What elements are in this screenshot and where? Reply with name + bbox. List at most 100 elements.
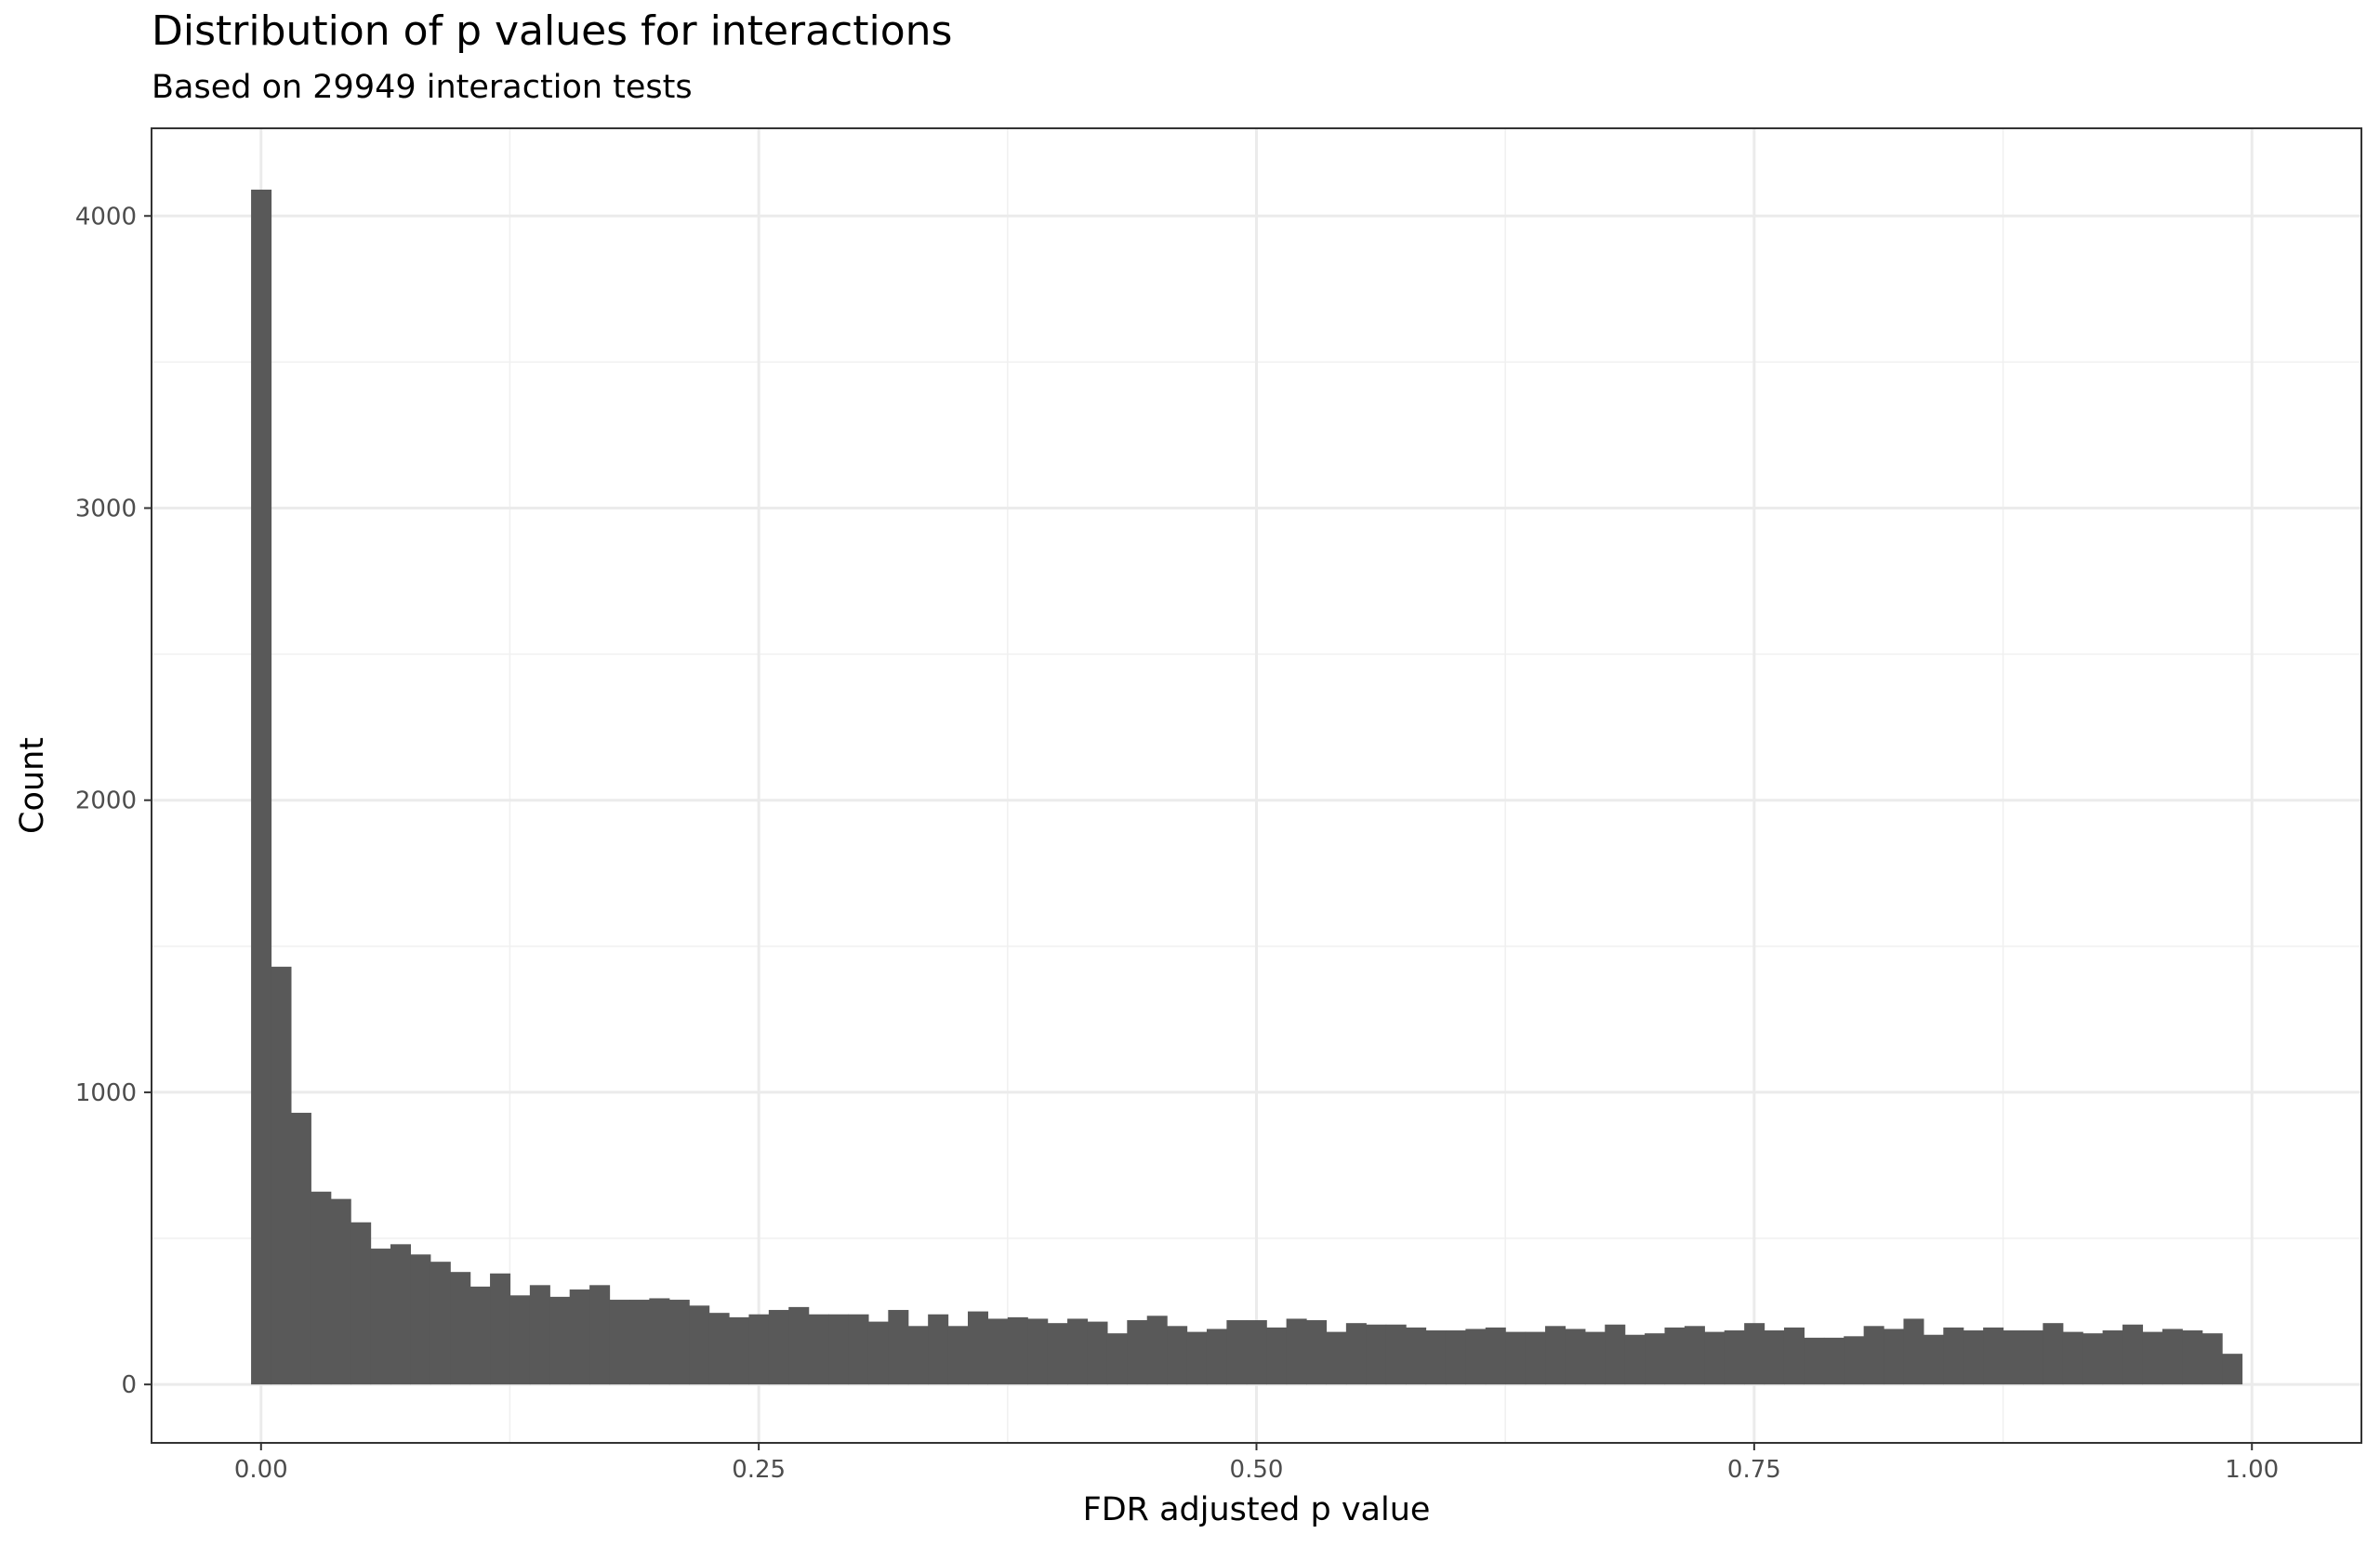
histogram-bar bbox=[1884, 1329, 1905, 1385]
histogram-bar bbox=[907, 1326, 929, 1385]
histogram-bar bbox=[529, 1285, 550, 1385]
histogram-bar bbox=[828, 1314, 850, 1385]
histogram-bar bbox=[1286, 1318, 1307, 1385]
histogram-bar bbox=[2082, 1333, 2104, 1385]
x-axis-ticks: 0.00 0.25 0.50 0.75 1.00 bbox=[234, 1443, 2279, 1484]
histogram-bar bbox=[589, 1285, 611, 1385]
histogram-bar bbox=[1783, 1327, 1805, 1385]
y-tick-label: 0 bbox=[121, 1371, 137, 1399]
histogram-bar bbox=[808, 1314, 829, 1385]
major-gridlines bbox=[152, 128, 2361, 1443]
histogram-bar bbox=[1903, 1318, 1924, 1385]
histogram-bar bbox=[1186, 1331, 1208, 1385]
histogram-bar bbox=[1605, 1324, 1626, 1385]
histogram-bar bbox=[1087, 1321, 1108, 1385]
histogram-bar bbox=[1963, 1330, 1984, 1385]
histogram-bar bbox=[450, 1272, 471, 1385]
histogram-bar bbox=[1943, 1327, 1964, 1385]
histogram-bar bbox=[1505, 1331, 1527, 1385]
histogram-bar bbox=[1724, 1330, 1745, 1385]
histogram-bar bbox=[1167, 1326, 1188, 1385]
histogram-bar bbox=[1007, 1316, 1028, 1385]
histogram-bar bbox=[848, 1314, 869, 1385]
histogram-bar bbox=[1525, 1331, 1546, 1385]
histogram-bar bbox=[1923, 1334, 1944, 1385]
histogram-bar bbox=[1485, 1327, 1506, 1385]
histogram-bar bbox=[1067, 1318, 1089, 1385]
chart-subtitle: Based on 29949 interaction tests bbox=[152, 69, 693, 106]
y-tick-label: 1000 bbox=[75, 1079, 137, 1107]
histogram-bar bbox=[1584, 1331, 1606, 1385]
histogram-bar bbox=[649, 1298, 670, 1385]
histogram-bar bbox=[549, 1296, 571, 1385]
histogram-bar bbox=[1764, 1330, 1785, 1385]
histogram-bar bbox=[2062, 1331, 2083, 1385]
histogram-bar bbox=[967, 1311, 989, 1385]
histogram-bar bbox=[888, 1310, 909, 1385]
x-tick-label: 0.75 bbox=[1727, 1456, 1781, 1484]
histogram-bar bbox=[788, 1306, 810, 1385]
histogram-bar bbox=[2022, 1330, 2043, 1385]
histogram-bar bbox=[689, 1305, 710, 1385]
histogram-bar bbox=[1306, 1320, 1328, 1385]
histogram-bar bbox=[1624, 1334, 1646, 1385]
histogram-bar bbox=[1844, 1336, 1865, 1385]
histogram-bar bbox=[1226, 1320, 1248, 1385]
y-tick-label: 3000 bbox=[75, 495, 137, 522]
histogram-bar bbox=[390, 1244, 411, 1385]
histogram-bar bbox=[410, 1254, 431, 1385]
histogram-bar bbox=[569, 1289, 590, 1385]
histogram-bar bbox=[1445, 1330, 1466, 1385]
histogram-bar bbox=[768, 1310, 789, 1385]
y-axis-ticks: 0 1000 2000 3000 4000 bbox=[75, 203, 152, 1399]
histogram-bar bbox=[1385, 1324, 1407, 1385]
histogram-bar bbox=[251, 189, 272, 1385]
histogram-bar bbox=[1127, 1320, 1148, 1385]
histogram-bar bbox=[1406, 1327, 1427, 1385]
histogram-bar bbox=[350, 1222, 372, 1385]
histogram-bar bbox=[668, 1300, 690, 1385]
histogram-bar bbox=[1027, 1318, 1049, 1385]
x-tick-label: 1.00 bbox=[2225, 1456, 2279, 1484]
histogram-bar bbox=[2222, 1354, 2243, 1385]
histogram-bar bbox=[330, 1198, 351, 1385]
x-tick-label: 0.50 bbox=[1230, 1456, 1284, 1484]
histogram-bar bbox=[1684, 1326, 1705, 1385]
histogram-bar bbox=[987, 1318, 1009, 1385]
histogram-bar bbox=[2102, 1330, 2123, 1385]
chart-title: Distribution of p values for interaction… bbox=[152, 7, 953, 55]
histogram-bar bbox=[311, 1191, 332, 1385]
histogram-bar bbox=[1206, 1329, 1227, 1385]
histogram-bar bbox=[2003, 1330, 2024, 1385]
histogram-bar bbox=[628, 1300, 650, 1385]
histogram-bar bbox=[609, 1300, 630, 1385]
histogram-bar bbox=[1465, 1329, 1487, 1385]
histogram-bar bbox=[928, 1314, 949, 1385]
histogram-bar bbox=[1823, 1337, 1844, 1385]
histogram-bar bbox=[490, 1273, 511, 1385]
histogram-bar bbox=[290, 1112, 311, 1385]
histogram-bar bbox=[271, 966, 292, 1385]
histogram-bar bbox=[1047, 1323, 1068, 1385]
x-axis-title: FDR adjusted p value bbox=[1083, 1491, 1431, 1528]
histogram-bar bbox=[2202, 1333, 2223, 1385]
histogram-bar bbox=[2043, 1323, 2064, 1385]
histogram-bar bbox=[1345, 1323, 1367, 1385]
histogram-bar bbox=[2122, 1324, 2144, 1385]
histogram-bar bbox=[1246, 1320, 1267, 1385]
histogram-bar bbox=[947, 1326, 969, 1385]
histogram-bar bbox=[1545, 1326, 1567, 1385]
histogram-bar bbox=[1266, 1327, 1288, 1385]
histogram-bar bbox=[1366, 1324, 1387, 1385]
histogram-bar bbox=[867, 1321, 889, 1385]
y-tick-label: 2000 bbox=[75, 787, 137, 815]
histogram-bar bbox=[729, 1316, 750, 1385]
histogram-bar bbox=[1804, 1337, 1825, 1385]
histogram-bar bbox=[1146, 1316, 1168, 1385]
histogram-bar bbox=[1863, 1326, 1884, 1385]
histogram-bars bbox=[251, 189, 2243, 1385]
histogram-bar bbox=[370, 1249, 391, 1385]
x-tick-label: 0.25 bbox=[732, 1456, 786, 1484]
histogram-bar bbox=[1106, 1333, 1128, 1385]
